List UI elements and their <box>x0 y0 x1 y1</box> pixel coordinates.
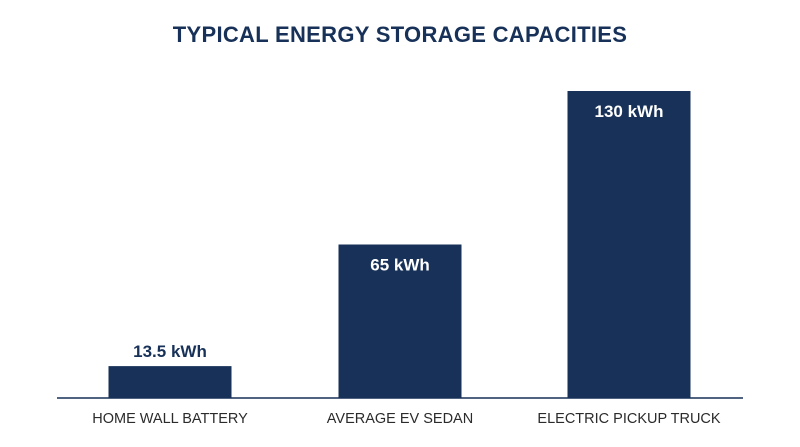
bar-0 <box>108 366 232 398</box>
bar-2 <box>567 91 691 398</box>
data-label-1: 65 kWh <box>370 256 430 275</box>
category-label-1: AVERAGE EV SEDAN <box>327 411 473 427</box>
bar-1 <box>338 244 462 398</box>
category-label-0: HOME WALL BATTERY <box>92 411 248 427</box>
data-label-0: 13.5 kWh <box>133 342 207 361</box>
chart-title: TYPICAL ENERGY STORAGE CAPACITIES <box>172 22 628 47</box>
data-label-2: 130 kWh <box>595 102 664 121</box>
category-label-2: ELECTRIC PICKUP TRUCK <box>537 411 720 427</box>
